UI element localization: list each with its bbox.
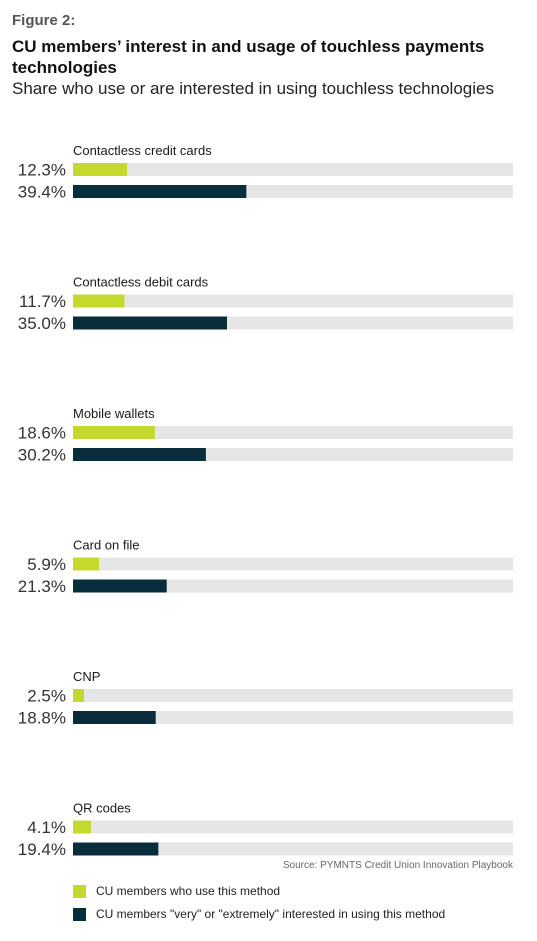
value-label-interested: 18.8%: [18, 709, 66, 728]
bar-interested: [73, 448, 206, 461]
value-label-use: 18.6%: [18, 424, 66, 443]
value-label-use: 2.5%: [27, 687, 66, 706]
bar-interested: [73, 185, 247, 198]
chart-subtitle: Share who use or are interested in using…: [12, 79, 494, 98]
value-label-use: 12.3%: [18, 161, 66, 180]
bar-track: [73, 711, 513, 724]
legend-swatch-interested: [73, 907, 86, 921]
category-label: Card on file: [73, 538, 139, 553]
value-label-interested: 35.0%: [18, 314, 66, 333]
bar-interested: [73, 316, 227, 330]
bar-use: [73, 294, 125, 308]
bar-interested: [73, 842, 159, 856]
bar-use: [73, 689, 84, 702]
bar-use: [73, 820, 92, 834]
category-label: QR codes: [73, 801, 131, 816]
legend-label-use: CU members who use this method: [96, 884, 281, 898]
bar-track: [73, 294, 513, 308]
legend-swatch-use: [73, 884, 86, 898]
category-label: Contactless debit cards: [73, 275, 209, 290]
bar-use: [73, 557, 99, 571]
value-label-use: 4.1%: [27, 818, 66, 837]
category-label: Contactless credit cards: [73, 143, 212, 158]
chart-title: CU members’ interest in and usage of tou…: [12, 37, 485, 77]
bar-track: [73, 163, 513, 176]
bar-use: [73, 426, 155, 439]
bar-interested: [73, 711, 156, 724]
value-label-interested: 39.4%: [18, 183, 66, 202]
legend-label-interested: CU members "very" or "extremely" interes…: [96, 907, 446, 921]
bar-track: [73, 557, 513, 571]
value-label-use: 11.7%: [19, 292, 66, 311]
value-label-interested: 21.3%: [18, 577, 66, 596]
value-label-interested: 30.2%: [18, 446, 66, 465]
category-label: CNP: [73, 669, 100, 684]
source-note: Source: PYMNTS Credit Union Innovation P…: [282, 860, 513, 871]
bar-track: [73, 689, 513, 702]
value-label-interested: 19.4%: [18, 840, 66, 859]
value-label-use: 5.9%: [27, 555, 66, 574]
bar-track: [73, 426, 513, 439]
bar-track: [73, 820, 513, 834]
bar-use: [73, 163, 128, 176]
bar-track: [73, 579, 513, 593]
legend-item-interested: CU members "very" or "extremely" interes…: [73, 906, 445, 922]
category-label: Mobile wallets: [73, 406, 155, 421]
figure-label: Figure 2:: [12, 12, 76, 29]
bar-track: [73, 842, 513, 856]
legend-item-use: CU members who use this method: [73, 883, 280, 899]
bar-interested: [73, 579, 167, 593]
